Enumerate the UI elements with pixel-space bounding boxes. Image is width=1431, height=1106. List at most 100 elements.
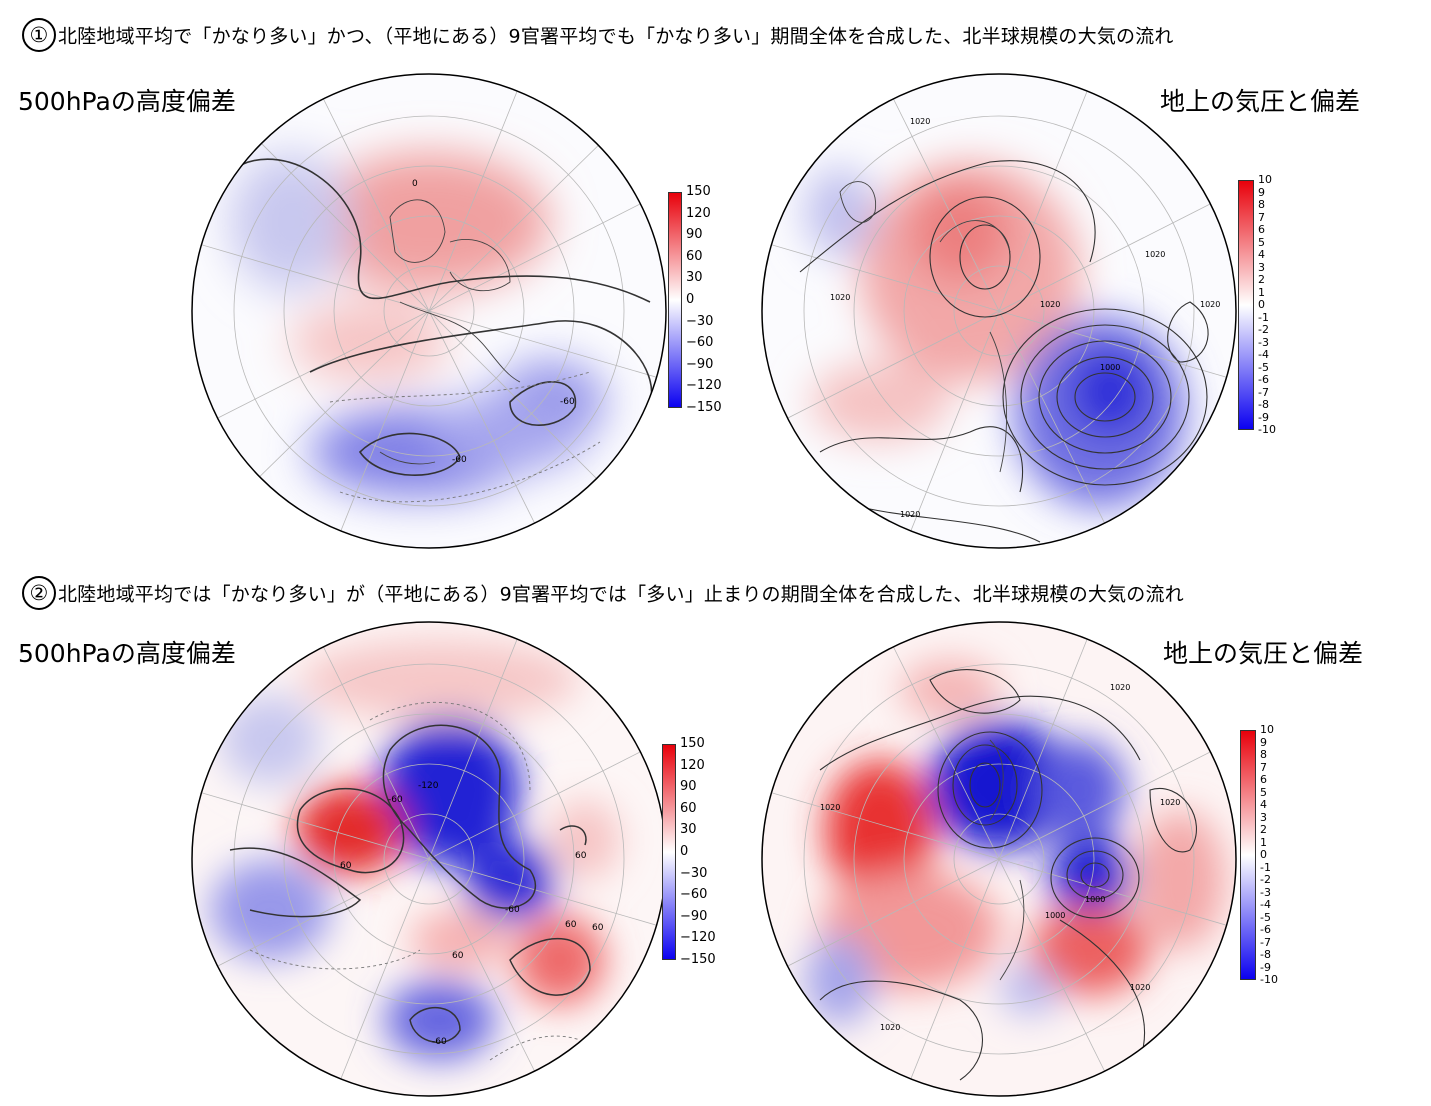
anomaly-shading <box>805 162 1185 507</box>
colorbar-tick-label: -5 <box>1258 360 1269 374</box>
section-1-height-anomaly-map: 0 -60 -60 <box>191 73 667 549</box>
colorbar-tick-label: 6 <box>1258 223 1265 236</box>
section-2-number: ② <box>22 576 56 610</box>
contour-lines <box>229 724 591 1044</box>
colorbar-tick-label: 30 <box>680 822 697 838</box>
colorbar-tick-label: 0 <box>686 292 695 307</box>
colorbar-tick-label: 10 <box>1260 723 1274 736</box>
colorbar-tick-label: 7 <box>1260 760 1267 774</box>
isobar-label: 1020 <box>820 803 840 812</box>
colorbar-tick-label: 0 <box>680 844 689 859</box>
isobar-label: 1020 <box>910 117 930 126</box>
anomaly-shading <box>230 152 605 497</box>
meridians <box>192 83 666 539</box>
contour-label: -60 <box>560 397 575 407</box>
colorbar-tick-label: -6 <box>1260 923 1271 936</box>
colorbar-tick-label: 90 <box>686 227 703 243</box>
section-1-height-colorbar <box>668 192 682 408</box>
colorbar-tick-label: 9 <box>1260 735 1267 749</box>
colorbar-tick-label: −30 <box>686 313 714 329</box>
colorbar-tick-label: 30 <box>686 270 703 286</box>
isobar-label: 1000 <box>1085 895 1105 904</box>
isobar-label: 1020 <box>1145 250 1165 259</box>
colorbar-tick-label: 5 <box>1260 785 1267 799</box>
colorbar-tick-label: 2 <box>1258 273 1265 286</box>
section-1-surface-pressure-map: 1020 1020 1020 1020 1020 1000 1020 <box>761 73 1237 549</box>
colorbar-tick-label: 4 <box>1260 798 1267 811</box>
latitude-circles <box>233 115 625 507</box>
section-2-left-label: 500hPaの高度偏差 <box>18 639 236 668</box>
colorbar-tick-label: -9 <box>1260 960 1271 974</box>
colorbar-tick-label: 150 <box>680 736 705 751</box>
colorbar-tick-label: -9 <box>1258 410 1269 424</box>
colorbar-tick-label: 1 <box>1260 835 1267 849</box>
colorbar-tick-label: 7 <box>1258 210 1265 224</box>
colorbar-tick-label: −60 <box>686 335 714 351</box>
colorbar-tick-label: −150 <box>680 952 716 967</box>
colorbar-tick-label: 3 <box>1260 810 1267 824</box>
coastlines <box>379 199 521 465</box>
isobar-label: 1020 <box>880 1023 900 1032</box>
colorbar-tick-label: 0 <box>1260 848 1267 861</box>
colorbar-tick-label: -10 <box>1260 973 1278 986</box>
section-2-right-label: 地上の気圧と偏差 <box>1163 639 1364 668</box>
colorbar-tick-label: 10 <box>1258 173 1272 186</box>
colorbar-tick-label: -7 <box>1258 385 1269 399</box>
colorbar-tick-label: 5 <box>1258 235 1265 249</box>
colorbar-tick-label: 4 <box>1258 248 1265 261</box>
section-2-pressure-colorbar <box>1240 730 1256 980</box>
contour-label: -60 <box>432 1037 447 1047</box>
colorbar-tick-label: -4 <box>1258 348 1269 361</box>
colorbar-tick-label: -2 <box>1260 873 1271 886</box>
colorbar-tick-label: −120 <box>680 930 716 946</box>
contour-label: -120 <box>418 781 439 791</box>
colorbar-tick-label: -6 <box>1258 373 1269 386</box>
colorbar-tick-label: -10 <box>1258 423 1276 436</box>
contour-label: 60 <box>592 923 604 933</box>
colorbar-tick-label: 8 <box>1260 748 1267 761</box>
contour-label: 0 <box>412 179 418 189</box>
contour-value-labels: 0 -60 -60 <box>412 179 575 465</box>
section-1-left-label: 500hPaの高度偏差 <box>18 87 236 116</box>
contour-label: -60 <box>388 795 403 805</box>
isobars <box>819 669 1197 1081</box>
section-1-caption: ① 北陸地域平均で「かなり多い」かつ、（平地にある）9官署平均でも「かなり多い」期… <box>22 18 1174 52</box>
colorbar-tick-label: −120 <box>686 378 722 394</box>
colorbar-tick-label: 1 <box>1258 285 1265 299</box>
colorbar-tick-label: −90 <box>680 908 708 924</box>
contour-label: 60 <box>340 861 352 871</box>
colorbar-tick-label: 0 <box>1258 298 1265 311</box>
colorbar-tick-label: -5 <box>1260 910 1271 924</box>
isobar-label: 1020 <box>1110 683 1130 692</box>
colorbar-tick-label: 90 <box>680 779 697 795</box>
colorbar-tick-label: 120 <box>680 757 705 773</box>
isobar-label: 1020 <box>1200 300 1220 309</box>
colorbar-tick-label: −30 <box>680 865 708 881</box>
section-1-pressure-colorbar <box>1238 180 1254 430</box>
colorbar-tick-label: 120 <box>686 205 711 221</box>
isobar-label: 1000 <box>1045 911 1065 920</box>
colorbar-tick-label: −90 <box>686 356 714 372</box>
section-1-title: 北陸地域平均で「かなり多い」かつ、（平地にある）9官署平均でも「かなり多い」期間… <box>58 25 1174 48</box>
colorbar-tick-label: -4 <box>1260 898 1271 911</box>
contour-label: 60 <box>452 951 464 961</box>
colorbar-tick-label: −60 <box>680 887 708 903</box>
section-2-height-colorbar <box>662 744 676 960</box>
section-2-surface-pressure-map: 1020 1020 1020 1000 1000 1020 1020 <box>761 621 1237 1097</box>
colorbar-tick-label: 150 <box>686 184 711 199</box>
colorbar-tick-label: -7 <box>1260 935 1271 949</box>
colorbar-tick-label: -2 <box>1258 323 1269 336</box>
colorbar-tick-label: 2 <box>1260 823 1267 836</box>
colorbar-tick-label: −150 <box>686 400 722 415</box>
colorbar-tick-label: -8 <box>1260 948 1271 961</box>
colorbar-tick-label: -1 <box>1258 310 1269 324</box>
colorbar-tick-label: 6 <box>1260 773 1267 786</box>
isobar-label: 1020 <box>830 293 850 302</box>
contour-lines <box>229 158 653 476</box>
colorbar-tick-label: 8 <box>1258 198 1265 211</box>
section-2-caption: ② 北陸地域平均では「かなり多い」が（平地にある）9官署平均では「多い」止まりの期… <box>22 576 1184 610</box>
colorbar-tick-label: 9 <box>1258 185 1265 199</box>
colorbar-tick-label: -3 <box>1260 885 1271 899</box>
isobar-label: 1020 <box>1160 798 1180 807</box>
contour-label: -60 <box>505 905 520 915</box>
